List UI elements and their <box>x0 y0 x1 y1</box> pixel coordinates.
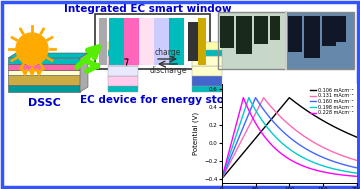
0.228 mAcm⁻² <box>271 146 276 148</box>
Bar <box>218 12 354 69</box>
0.131 mAcm⁻² <box>271 108 276 111</box>
0.160 mAcm⁻² <box>235 141 239 143</box>
0.106 mAcm⁻² <box>235 159 239 161</box>
0.198 mAcm⁻² <box>247 97 251 99</box>
Bar <box>288 16 302 52</box>
Bar <box>108 50 138 56</box>
Bar <box>139 18 154 65</box>
0.228 mAcm⁻² <box>241 97 246 99</box>
0.106 mAcm⁻² <box>337 128 342 131</box>
0.106 mAcm⁻² <box>355 136 359 138</box>
0.198 mAcm⁻² <box>235 131 239 134</box>
Bar <box>109 18 124 65</box>
0.228 mAcm⁻² <box>277 151 282 153</box>
0.160 mAcm⁻² <box>220 178 224 180</box>
Bar <box>8 85 80 92</box>
Bar <box>218 12 286 69</box>
Text: DSSC: DSSC <box>28 98 60 108</box>
0.106 mAcm⁻² <box>287 97 292 99</box>
Bar <box>198 18 206 65</box>
0.160 mAcm⁻² <box>355 167 359 169</box>
0.106 mAcm⁻² <box>271 115 276 118</box>
0.131 mAcm⁻² <box>355 159 359 162</box>
0.131 mAcm⁻² <box>243 132 247 135</box>
Line: 0.106 mAcm⁻²: 0.106 mAcm⁻² <box>222 98 357 179</box>
Bar <box>336 16 346 42</box>
Bar <box>192 66 222 76</box>
Bar <box>254 16 268 44</box>
0.198 mAcm⁻² <box>352 172 356 174</box>
Bar <box>8 58 80 64</box>
0.160 mAcm⁻² <box>337 162 342 165</box>
0.228 mAcm⁻² <box>355 175 359 177</box>
Bar <box>108 76 138 86</box>
Bar <box>322 16 336 46</box>
Legend: 0.106 mAcm⁻², 0.131 mAcm⁻², 0.160 mAcm⁻², 0.198 mAcm⁻², 0.228 mAcm⁻²: 0.106 mAcm⁻², 0.131 mAcm⁻², 0.160 mAcm⁻²… <box>309 87 354 116</box>
0.228 mAcm⁻² <box>243 101 247 103</box>
0.198 mAcm⁻² <box>355 172 359 174</box>
Bar <box>108 66 138 76</box>
Bar <box>124 18 139 65</box>
Bar <box>192 50 222 56</box>
0.160 mAcm⁻² <box>277 127 282 129</box>
Bar <box>8 75 80 85</box>
Line: 0.131 mAcm⁻²: 0.131 mAcm⁻² <box>222 98 357 179</box>
0.106 mAcm⁻² <box>277 108 282 111</box>
Polygon shape <box>80 53 88 92</box>
Line: 0.160 mAcm⁻²: 0.160 mAcm⁻² <box>222 98 357 179</box>
0.198 mAcm⁻² <box>337 169 342 171</box>
Bar <box>192 42 222 50</box>
Bar <box>270 16 280 40</box>
Bar <box>192 86 222 92</box>
Bar <box>108 86 138 92</box>
0.106 mAcm⁻² <box>352 135 356 137</box>
Line: 0.198 mAcm⁻²: 0.198 mAcm⁻² <box>222 98 357 179</box>
0.131 mAcm⁻² <box>352 159 356 161</box>
0.106 mAcm⁻² <box>220 178 224 180</box>
0.106 mAcm⁻² <box>243 149 247 152</box>
Bar <box>304 16 320 58</box>
0.198 mAcm⁻² <box>243 107 247 110</box>
0.131 mAcm⁻² <box>337 153 342 156</box>
Bar <box>220 16 234 48</box>
0.131 mAcm⁻² <box>261 97 266 99</box>
Y-axis label: Potential (V): Potential (V) <box>192 112 199 155</box>
0.228 mAcm⁻² <box>337 174 342 176</box>
0.160 mAcm⁻² <box>243 121 247 124</box>
Circle shape <box>16 33 48 65</box>
0.228 mAcm⁻² <box>220 178 224 180</box>
Bar <box>99 18 107 65</box>
0.160 mAcm⁻² <box>253 97 258 99</box>
0.198 mAcm⁻² <box>277 140 282 142</box>
0.228 mAcm⁻² <box>235 120 239 122</box>
Line: 0.228 mAcm⁻²: 0.228 mAcm⁻² <box>222 98 357 179</box>
0.198 mAcm⁻² <box>220 178 224 180</box>
Text: EC device for energy storage: EC device for energy storage <box>80 95 251 105</box>
Bar <box>188 22 198 61</box>
Bar <box>192 76 222 86</box>
Text: charge: charge <box>155 48 181 57</box>
0.131 mAcm⁻² <box>235 148 239 150</box>
0.228 mAcm⁻² <box>352 175 356 177</box>
Bar <box>286 12 354 69</box>
Bar <box>192 56 222 66</box>
Polygon shape <box>8 53 88 58</box>
0.131 mAcm⁻² <box>220 178 224 180</box>
0.131 mAcm⁻² <box>277 115 282 117</box>
Bar <box>108 56 138 66</box>
0.160 mAcm⁻² <box>352 166 356 168</box>
0.160 mAcm⁻² <box>271 121 276 123</box>
Bar <box>108 42 138 50</box>
Bar <box>8 70 80 75</box>
Bar <box>236 16 252 54</box>
Bar <box>8 64 80 70</box>
Bar <box>154 18 169 65</box>
Bar <box>169 18 184 65</box>
Text: discharge: discharge <box>149 66 187 75</box>
Text: Integrated EC smart window: Integrated EC smart window <box>64 4 232 14</box>
0.198 mAcm⁻² <box>271 134 276 136</box>
Bar <box>95 14 210 69</box>
